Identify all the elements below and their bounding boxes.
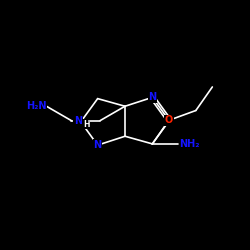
Text: O: O	[165, 115, 173, 125]
Text: N: N	[165, 116, 173, 126]
Text: N: N	[148, 92, 156, 102]
Text: H₂N: H₂N	[26, 101, 46, 111]
Text: NH₂: NH₂	[180, 139, 200, 149]
Text: N: N	[94, 140, 102, 150]
Text: N: N	[74, 116, 82, 126]
Text: H: H	[83, 120, 89, 129]
